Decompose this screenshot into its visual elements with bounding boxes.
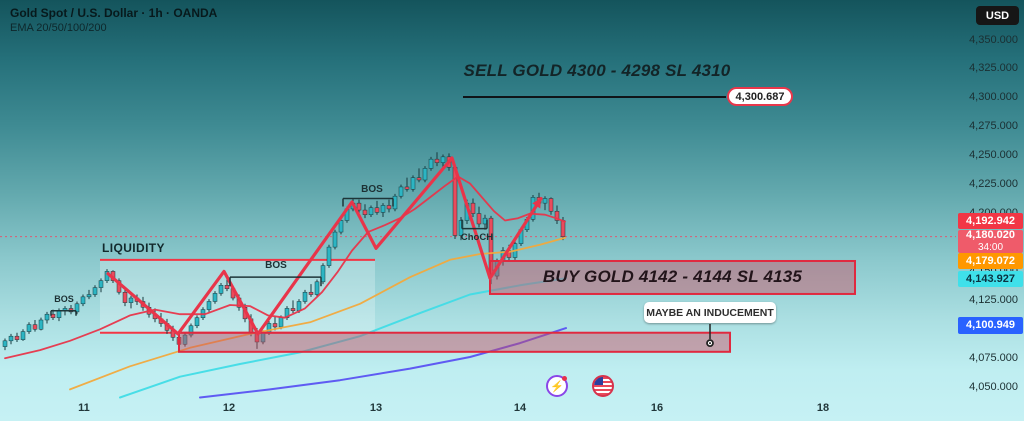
price-axis-label: 4,350.000: [969, 33, 1018, 46]
ema100-line: [119, 277, 567, 399]
ema200-price-badge: 4,100.949: [958, 317, 1023, 334]
ema200-line: [199, 327, 567, 399]
time-axis-label: 18: [816, 402, 830, 414]
inducement-pointer: [706, 324, 714, 348]
time-axis-label: 16: [650, 402, 664, 414]
ema100-price-badge: 4,143.927: [958, 271, 1023, 287]
time-axis-label: 14: [513, 402, 527, 414]
time-axis-label: 12: [222, 402, 236, 414]
economic-event-lightning-icon[interactable]: ⚡: [546, 375, 568, 397]
bos-label-mid[interactable]: BOS: [265, 260, 287, 271]
ema50-price-badge: 4,179.072: [958, 253, 1023, 269]
chart-header: Gold Spot / U.S. Dollar · 1h · OANDA EMA…: [10, 6, 217, 36]
price-axis-label: 4,075.000: [969, 351, 1018, 364]
price-axis-label: 4,300.000: [969, 91, 1018, 104]
price-badges: 4,192.942 4,180.020 34:00 4,179.072 4,143.92…: [958, 0, 1023, 421]
trend-zigzag-drawing[interactable]: [106, 156, 543, 336]
buy-zone-text[interactable]: BUY GOLD 4142 - 4144 SL 4135: [542, 266, 803, 286]
price-axis-label: 4,125.000: [969, 293, 1018, 306]
ema20-price-badge: 4,192.942: [958, 213, 1023, 229]
zigzag-arrowhead: [532, 198, 541, 209]
price-axis-label: 4,275.000: [969, 120, 1018, 133]
us-flag-icon[interactable]: [592, 375, 614, 397]
last-price-badge: 4,180.020 34:00: [958, 230, 1023, 253]
choch-label[interactable]: ChoCH: [460, 232, 494, 243]
liquidity-label[interactable]: LIQUIDITY: [102, 241, 165, 255]
price-axis-label: 4,050.000: [969, 380, 1018, 393]
inducement-zone[interactable]: [178, 331, 731, 353]
sell-annotation-text[interactable]: SELL GOLD 4300 - 4298 SL 4310: [463, 61, 731, 80]
currency-button[interactable]: USD: [976, 6, 1019, 25]
price-axis-label: 4,325.000: [969, 62, 1018, 75]
bos-label-top[interactable]: BOS: [361, 184, 383, 195]
symbol-title: Gold Spot / U.S. Dollar · 1h · OANDA: [10, 6, 218, 20]
ema20-line: [4, 175, 566, 360]
price-axis-label: 4,225.000: [969, 178, 1018, 191]
choch-line[interactable]: [461, 219, 488, 230]
indicator-label: EMA 20/50/100/200: [10, 22, 107, 34]
bos-top-line[interactable]: [342, 197, 394, 207]
time-axis-label: 11: [78, 402, 90, 414]
buy-zone[interactable]: [489, 259, 856, 295]
sell-price-label[interactable]: 4,300.687: [727, 87, 793, 106]
bos-left-line[interactable]: [50, 309, 77, 316]
bos-mid-line[interactable]: [229, 276, 322, 287]
price-axis-label: 4,250.000: [969, 149, 1018, 162]
inducement-callout[interactable]: MAYBE AN INDUCEMENT: [644, 302, 776, 323]
time-axis[interactable]: 11 12 13 14 16 18: [0, 400, 956, 421]
time-axis-label: 13: [369, 402, 383, 414]
bos-label-left[interactable]: BOS: [54, 294, 74, 304]
